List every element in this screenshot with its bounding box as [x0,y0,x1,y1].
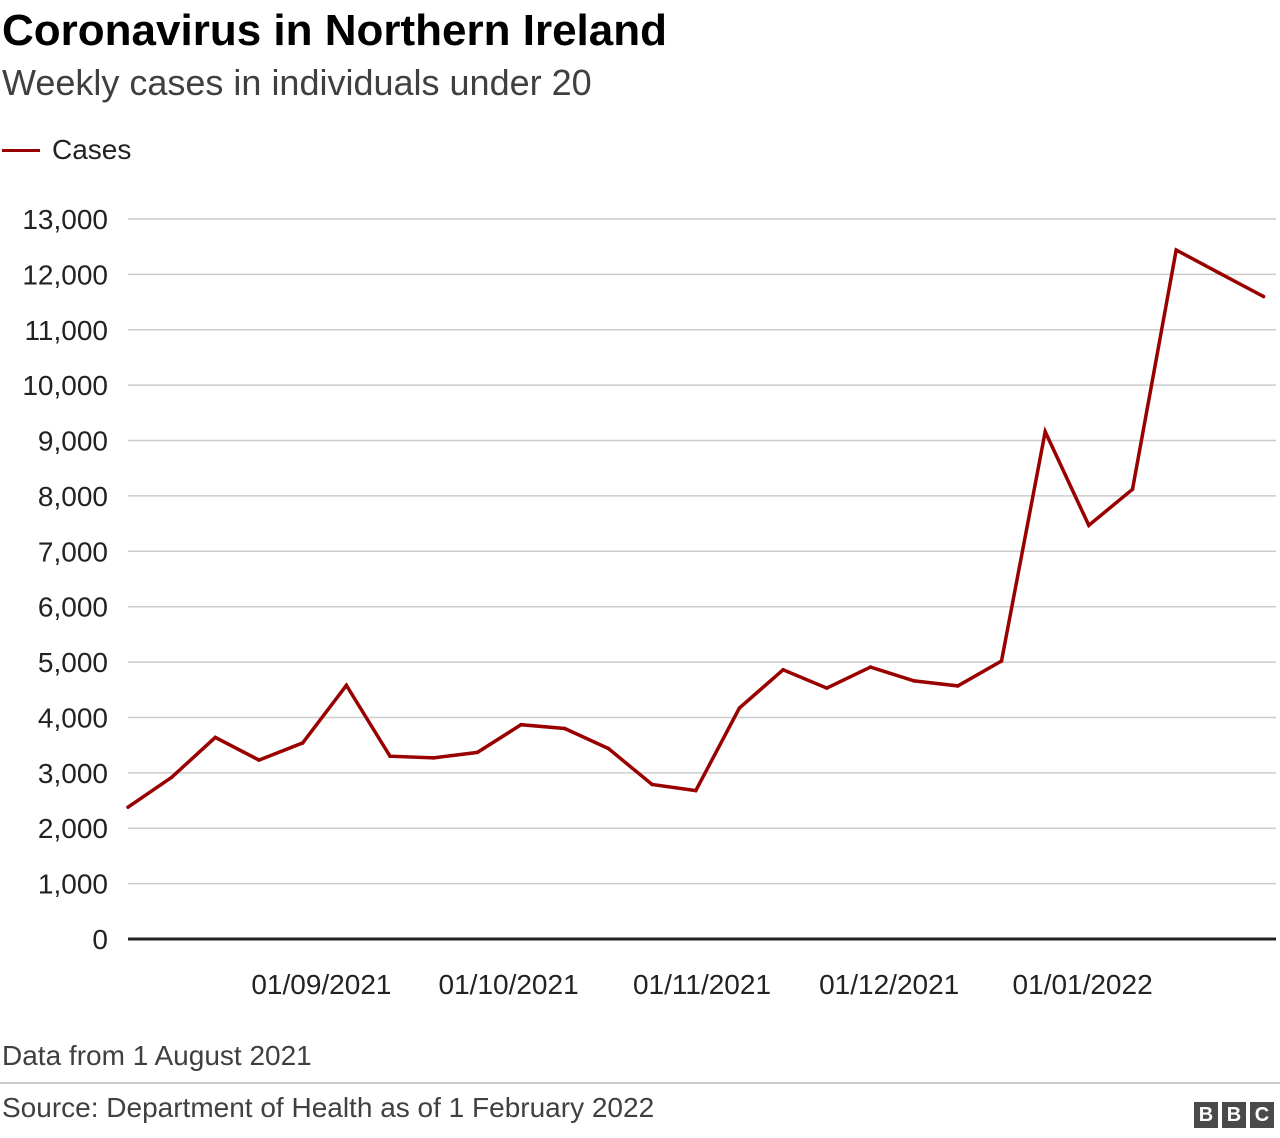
data-point [257,758,261,762]
chart-subtitle: Weekly cases in individuals under 20 [2,62,592,103]
x-tick-label: 01/01/2022 [1013,969,1153,1000]
data-note: Data from 1 August 2021 [2,1040,312,1071]
x-tick-label: 01/11/2021 [633,969,771,1000]
y-tick-label: 7,000 [38,536,108,567]
legend: Cases [2,134,131,166]
data-point [1218,271,1222,276]
x-tick-label: 01/09/2021 [251,969,391,1000]
data-point [956,684,960,688]
data-point [1174,248,1178,252]
y-tick-label: 2,000 [38,813,108,844]
data-point [388,754,392,759]
source-text: Source: Department of Health as of 1 Feb… [2,1092,655,1123]
chart-title: Coronavirus in Northern Ireland [2,6,667,55]
y-tick-label: 5,000 [38,647,108,678]
y-tick-label: 0 [92,924,108,955]
data-point [1130,487,1135,492]
y-tick-label: 10,000 [22,370,108,401]
data-point [126,805,130,809]
y-tick-label: 13,000 [22,204,108,235]
data-point [1087,523,1091,528]
y-tick-label: 11,000 [24,315,108,346]
data-point [781,668,785,672]
data-point [562,726,567,731]
y-tick-label: 1,000 [38,869,108,900]
legend-label: Cases [52,134,132,165]
data-point [300,741,305,745]
y-tick-label: 12,000 [22,259,108,290]
data-point [693,788,698,793]
data-point [999,659,1004,663]
data-point [912,679,916,683]
data-point [344,683,349,688]
data-point [213,735,218,740]
y-tick-label: 9,000 [38,426,108,457]
y-tick-label: 3,000 [38,758,108,789]
y-tick-label: 6,000 [38,592,108,623]
data-point [1043,429,1047,434]
bbc-logo-block: C [1250,1102,1274,1128]
y-tick-label: 8,000 [38,481,108,512]
data-point [475,750,480,755]
data-point [737,706,742,710]
bbc-logo: B B C [1194,1102,1274,1128]
bbc-logo-block: B [1222,1102,1246,1128]
y-tick-label: 4,000 [38,702,108,733]
data-point [650,782,654,787]
data-point [824,686,829,690]
data-point [1261,294,1266,299]
data-point [431,756,436,760]
data-point [169,775,174,780]
data-point [519,722,523,727]
series-line-cases [127,247,1265,809]
bbc-logo-block: B [1194,1102,1218,1128]
legend-swatch [2,148,40,152]
x-tick-label: 01/10/2021 [439,969,579,1000]
line-chart: 0 1,000 2,000 3,000 4,000 5,000 6,000 7,000 8,00… [22,204,1276,1000]
footer-divider [0,1082,1280,1084]
data-point [606,746,611,751]
x-tick-label: 01/12/2021 [819,969,959,1000]
data-point [868,665,873,669]
